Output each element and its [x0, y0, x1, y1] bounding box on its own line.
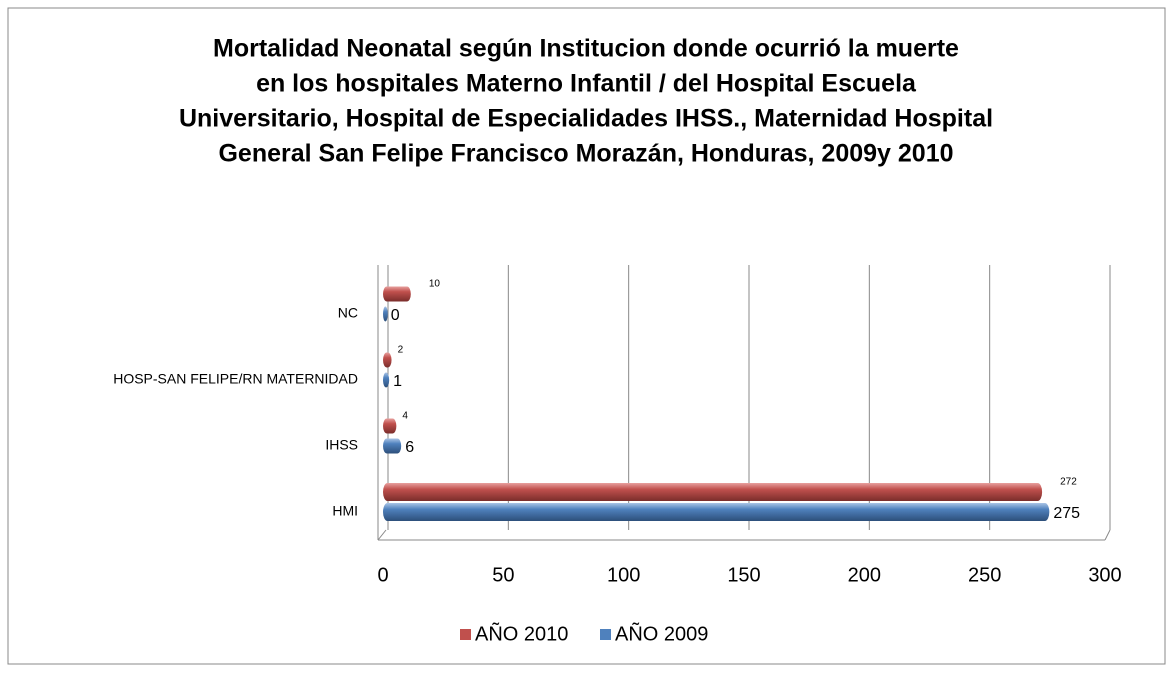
bar — [383, 306, 388, 322]
y-tick-label: HMI — [332, 503, 358, 519]
legend-swatch — [600, 629, 611, 640]
legend-label: AÑO 2010 — [475, 621, 568, 645]
x-tick-label: 200 — [848, 564, 881, 586]
data-label: 2 — [398, 345, 404, 356]
chart-title: Universitario, Hospital de Especialidade… — [179, 105, 993, 133]
data-label: 6 — [405, 439, 414, 456]
data-label: 1 — [393, 373, 402, 390]
bar — [383, 286, 411, 302]
bar — [383, 483, 1043, 501]
chart-frame — [7, 7, 1166, 665]
x-tick-label: 50 — [492, 564, 514, 586]
bar — [383, 503, 1050, 521]
x-tick-label: 300 — [1088, 564, 1121, 586]
bar — [383, 418, 397, 434]
floor-line — [1104, 529, 1111, 541]
bar — [383, 352, 392, 368]
chart-title: General San Felipe Francisco Morazán, Ho… — [218, 140, 953, 168]
legend-label: AÑO 2009 — [615, 621, 708, 645]
y-tick-label: IHSS — [325, 437, 358, 453]
y-tick-label: NC — [338, 305, 358, 321]
x-tick-label: 150 — [727, 564, 760, 586]
data-label: 4 — [402, 411, 408, 422]
x-tick-label: 250 — [968, 564, 1001, 586]
floor-line — [377, 529, 387, 541]
x-tick-label: 100 — [607, 564, 640, 586]
data-label: 10 — [429, 279, 441, 290]
chart-title: en los hospitales Materno Infantil / del… — [256, 70, 917, 98]
legend-swatch — [460, 629, 471, 640]
data-label: 272 — [1060, 477, 1077, 488]
data-label: 0 — [391, 307, 400, 324]
data-label: 275 — [1053, 505, 1080, 522]
bar — [383, 372, 390, 388]
y-tick-label: HOSP-SAN FELIPE/RN MATERNIDAD — [113, 371, 358, 387]
x-tick-label: 0 — [377, 564, 388, 586]
bar — [383, 438, 402, 454]
chart-title: Mortalidad Neonatal según Institucion do… — [213, 35, 959, 63]
